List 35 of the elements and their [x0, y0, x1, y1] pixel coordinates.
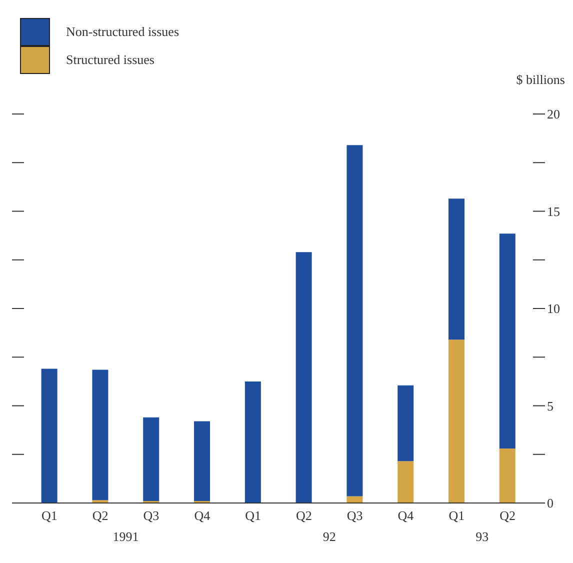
x-tick-label: Q3	[143, 508, 160, 524]
bar	[346, 145, 363, 496]
y-tick-label: 0	[547, 496, 554, 511]
text: 93	[474, 529, 490, 545]
bar	[448, 340, 465, 503]
bar	[143, 417, 160, 502]
legend-label: Structured issues	[66, 52, 154, 68]
bar	[448, 198, 465, 340]
x-tick-label: Q2	[92, 508, 108, 524]
y-axis-title: $ billions	[516, 72, 565, 88]
bar	[346, 496, 363, 503]
y-tick-label: 10	[547, 301, 560, 316]
text: 1991	[112, 529, 140, 545]
x-tick-label: Q1	[245, 508, 261, 524]
y-tick-label: 15	[547, 204, 560, 219]
bar	[499, 234, 516, 449]
legend-label: Non-structured issues	[66, 24, 180, 40]
x-tick-label: Q2	[296, 508, 312, 524]
bar	[92, 370, 108, 500]
bar	[398, 385, 414, 462]
y-tick-label: 20	[547, 106, 560, 122]
y-tick-label: 5	[547, 398, 554, 414]
x-tick-label: Q4	[194, 508, 211, 524]
x-tick-label: Q1	[448, 508, 465, 524]
x-tick-label: Q3	[346, 508, 363, 524]
bar	[398, 461, 414, 503]
x-tick-label: Q4	[398, 508, 414, 524]
bar	[296, 252, 312, 503]
text: 92	[322, 529, 337, 545]
bar	[41, 368, 58, 503]
x-tick-label: Q1	[42, 508, 58, 524]
bar	[244, 381, 261, 503]
bar	[499, 448, 516, 503]
bar	[194, 421, 210, 502]
x-tick-label: Q2	[500, 508, 516, 524]
